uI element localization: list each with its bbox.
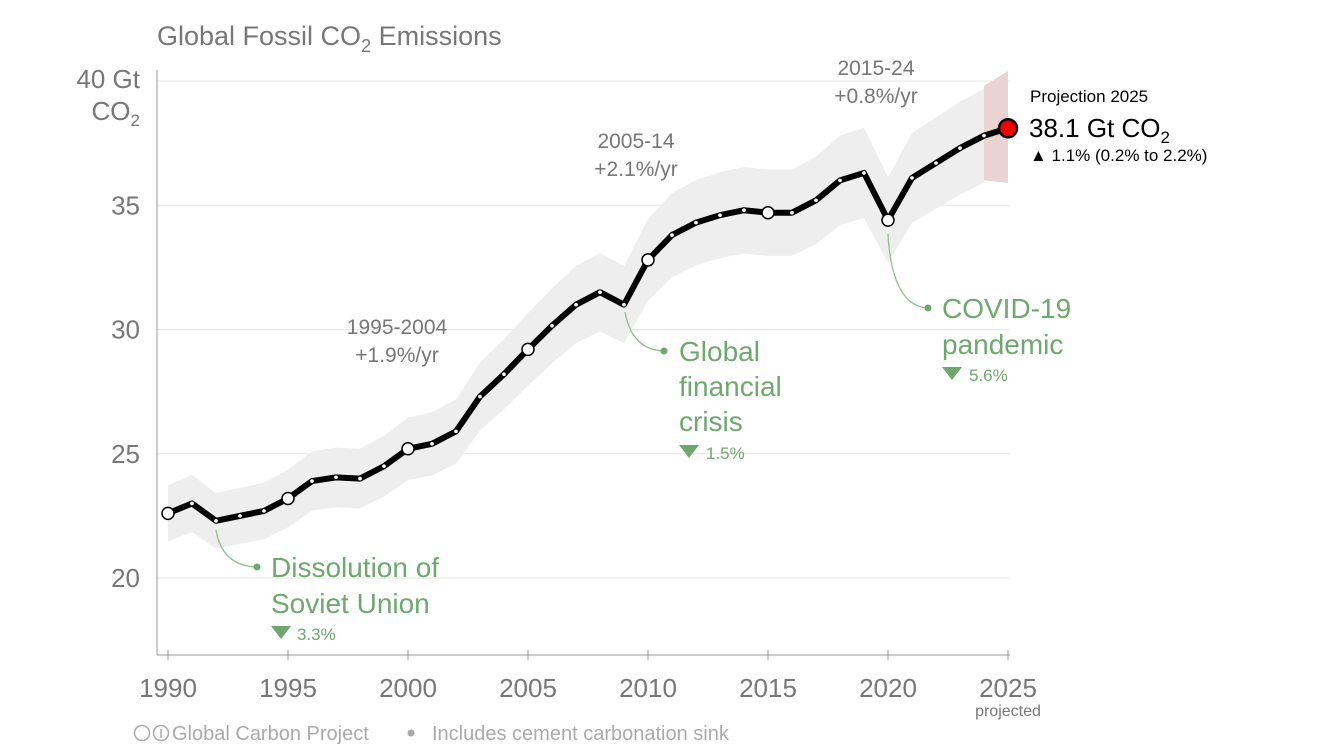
data-point-2017 <box>814 198 818 203</box>
y-tick-label: 25 <box>111 439 140 469</box>
data-point-2022 <box>934 161 938 165</box>
event-soviet-change: 3.3% <box>297 625 336 644</box>
data-point-2001 <box>430 442 434 446</box>
data-point-1991 <box>190 501 194 506</box>
data-point-2020 <box>881 213 895 227</box>
data-point-1992 <box>214 519 218 523</box>
y-tick-label: 30 <box>111 315 140 345</box>
down-triangle-icon <box>942 367 962 380</box>
down-triangle-icon <box>679 445 699 458</box>
event-crisis-line2: financial <box>679 371 782 402</box>
growth-period-2: 2005-14 <box>597 130 674 153</box>
projection-band <box>984 71 1008 183</box>
growth-rate-1: +1.9%/yr <box>355 344 438 367</box>
data-point-2021 <box>910 176 914 180</box>
footer-separator <box>407 729 415 737</box>
data-point-2005 <box>521 342 535 357</box>
data-point-2013 <box>718 213 722 217</box>
data-point-2000 <box>401 442 415 456</box>
projection-point <box>997 117 1019 139</box>
data-point-1999 <box>382 464 386 468</box>
leader-soviet <box>215 529 258 568</box>
data-point-1996 <box>310 479 314 483</box>
data-point-2015 <box>761 205 775 220</box>
data-point-2009 <box>622 302 626 307</box>
leader-dot <box>924 304 932 312</box>
data-point-2011 <box>670 233 674 237</box>
data-point-2004 <box>502 372 506 377</box>
growth-rate-2: +2.1%/yr <box>594 158 677 181</box>
y-tick-40: 40 Gt <box>76 64 140 94</box>
data-point-2016 <box>790 210 794 215</box>
y-tick-label: 35 <box>111 190 140 220</box>
emissions-line <box>166 125 1009 524</box>
growth-period-3: 2015-24 <box>837 57 914 80</box>
footer-note: Includes cement carbonation sink <box>432 723 730 745</box>
data-point-1998 <box>358 476 362 481</box>
annotation-leaders <box>215 233 929 568</box>
data-point-2019 <box>862 171 866 175</box>
data-point-2008 <box>598 290 602 295</box>
data-point-2003 <box>478 394 482 399</box>
data-point-1993 <box>238 514 242 518</box>
data-point-2012 <box>694 220 698 225</box>
projection-value: 38.1 Gt CO2 <box>1029 113 1170 147</box>
data-point-2023 <box>958 146 962 150</box>
uncertainty-band <box>168 71 1008 549</box>
leader-dot <box>253 563 261 571</box>
leader-covid <box>887 233 929 309</box>
down-triangle-icon <box>271 626 291 639</box>
x-tick-label: 2020 <box>859 673 917 703</box>
data-point-2024 <box>982 133 986 138</box>
leader-dot <box>660 347 668 355</box>
x-tick-label: 1995 <box>259 673 317 703</box>
y-tick-label: 20 <box>111 563 140 593</box>
data-point-2014 <box>742 208 746 213</box>
event-soviet-line1: Dissolution of <box>271 552 439 583</box>
data-point-2002 <box>454 429 458 434</box>
event-crisis-change: 1.5% <box>706 444 745 463</box>
cc-license-icon <box>133 724 170 742</box>
x-tick-label: 2010 <box>619 673 677 703</box>
data-point-2018 <box>838 178 842 183</box>
leader-crisis <box>624 311 665 352</box>
x-tick-label: 1990 <box>139 673 197 703</box>
x-projected-label: projected <box>975 703 1041 720</box>
data-point-2006 <box>550 323 554 328</box>
data-point-1990 <box>161 506 175 521</box>
event-covid-line2: pandemic <box>942 329 1063 360</box>
projection-label: Projection 2025 <box>1030 87 1148 106</box>
data-point-1995 <box>281 491 295 506</box>
x-tick-label: 2005 <box>499 673 557 703</box>
growth-period-1: 1995-2004 <box>347 316 448 339</box>
event-soviet-line2: Soviet Union <box>271 588 430 619</box>
projection-change: ▲ 1.1% (0.2% to 2.2%) <box>1030 146 1207 165</box>
growth-rate-3: +0.8%/yr <box>834 85 917 108</box>
y-unit-label: CO2 <box>92 96 140 130</box>
data-point-1997 <box>334 475 338 480</box>
uncertainty-band-area <box>168 88 984 549</box>
chart-title: Global Fossil CO2 Emissions <box>157 21 502 56</box>
x-tick-label: 2000 <box>379 673 437 703</box>
data-point-1994 <box>262 509 266 513</box>
footer-source: Global Carbon Project <box>172 723 369 745</box>
data-point-2007 <box>574 302 578 307</box>
event-covid-change: 5.6% <box>969 366 1008 385</box>
x-tick-label: 2015 <box>739 673 797 703</box>
event-covid-line1: COVID-19 <box>942 293 1071 324</box>
event-crisis-line1: Global <box>679 336 760 367</box>
x-tick-label: 2025 <box>979 673 1037 703</box>
event-crisis-line3: crisis <box>679 406 743 437</box>
data-point-2010 <box>641 253 655 267</box>
